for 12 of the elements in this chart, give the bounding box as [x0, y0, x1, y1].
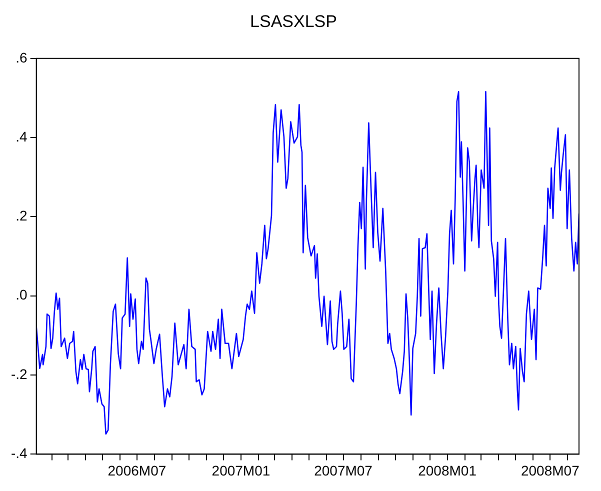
- x-tick-label: 2006M07: [108, 462, 166, 478]
- chart-title: LSASXLSP: [250, 12, 337, 31]
- x-tick-label: 2008M01: [418, 462, 477, 478]
- y-tick-label: .6: [16, 49, 28, 66]
- y-tick-label: .2: [16, 208, 28, 224]
- y-tick-label: .4: [16, 128, 28, 144]
- x-tick-label: 2007M01: [212, 462, 270, 478]
- x-tick-label: 2007M07: [314, 462, 373, 478]
- x-tick-label: 2008M07: [520, 462, 580, 478]
- y-tick-label: .0: [16, 286, 28, 303]
- y-tick-label: -.2: [10, 366, 28, 382]
- y-tick-label: -.4: [10, 445, 28, 462]
